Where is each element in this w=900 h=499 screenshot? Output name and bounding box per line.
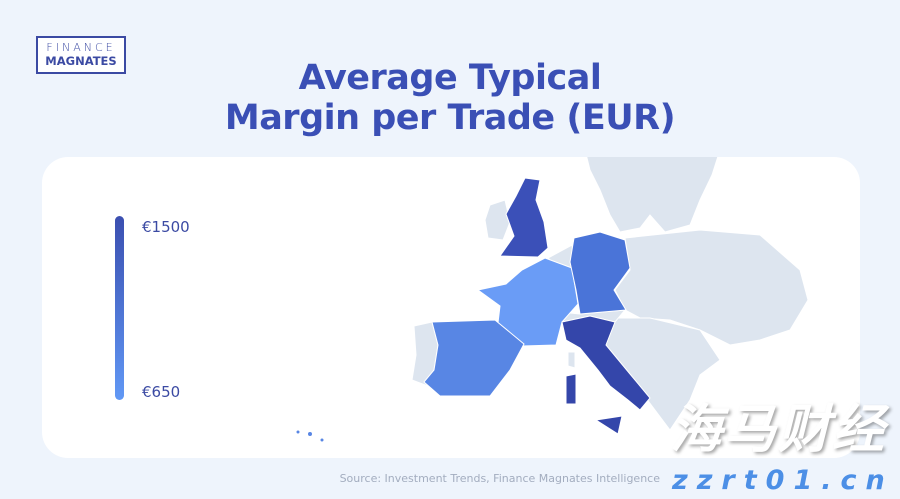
canary-islands <box>295 429 301 435</box>
ireland <box>484 199 511 241</box>
watermark-url: zzrt01.cn <box>672 465 894 496</box>
logo-line1: FINANCE <box>46 41 116 54</box>
country-united-kingdom <box>499 177 549 258</box>
sicily <box>594 415 623 435</box>
logo-line2: MAGNATES <box>45 54 117 68</box>
corsica <box>567 351 576 369</box>
watermark-cn: 海马财经 <box>670 400 887 460</box>
country-italy <box>561 315 651 411</box>
finance-magnates-logo: FINANCE MAGNATES <box>36 36 126 74</box>
page-title: Average Typical Margin per Trade (EUR) <box>0 58 900 138</box>
scandinavia <box>584 157 721 233</box>
source-note: Source: Investment Trends, Finance Magna… <box>339 472 660 485</box>
country-germany <box>569 231 631 315</box>
canary-islands <box>319 437 325 443</box>
title-line1: Average Typical <box>298 58 602 98</box>
canary-islands <box>307 431 313 437</box>
legend-max-label: €1500 <box>142 218 190 236</box>
title-line2: Margin per Trade (EUR) <box>224 98 676 138</box>
country-spain <box>423 319 525 397</box>
legend-gradient-bar <box>115 216 124 400</box>
legend-min-label: €650 <box>142 383 181 401</box>
sardinia <box>565 373 577 405</box>
